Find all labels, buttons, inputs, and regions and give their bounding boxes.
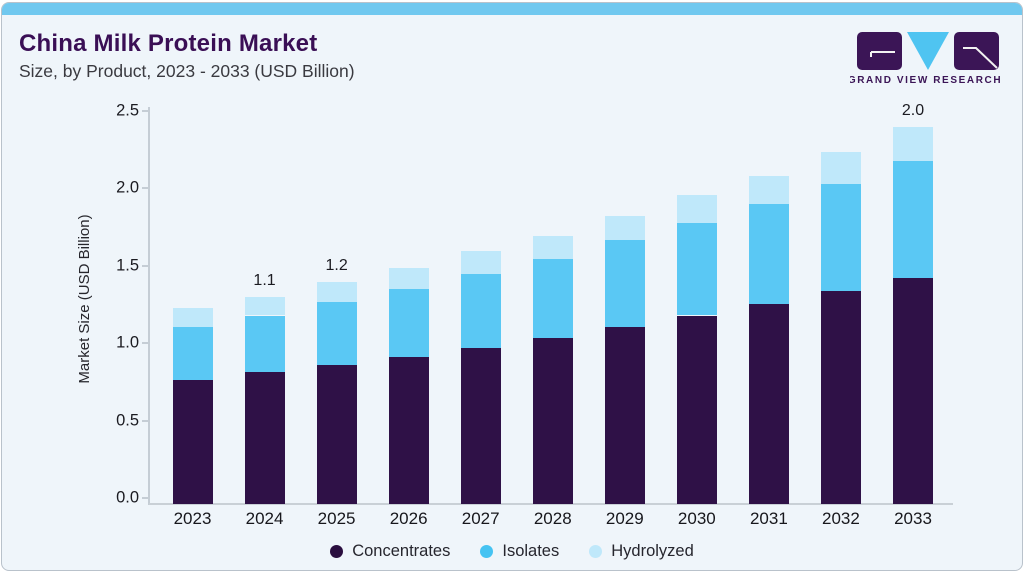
x-tick-label-2031: 2031	[749, 509, 788, 528]
bar-segment-2033-hydrolyzed	[893, 127, 933, 161]
bar-segment-2024-isolates	[244, 315, 285, 373]
legend-label: Concentrates	[352, 541, 451, 560]
y-tick-mark	[142, 419, 149, 422]
bar-segment-2030-isolates	[676, 223, 717, 316]
bar-segment-2031-concentrates	[748, 304, 789, 504]
legend-item-concentrates: Concentrates	[330, 542, 450, 561]
x-tick-label-2026: 2026	[389, 509, 428, 528]
x-tick-label-2033: 2033	[894, 509, 932, 528]
bar-segment-2028-hydrolyzed	[532, 236, 573, 259]
x-axis-line	[149, 503, 953, 505]
x-tick-label-2029: 2029	[605, 509, 644, 528]
y-tick-label: 2.5	[116, 101, 139, 120]
grand-view-research-logo: GRAND VIEW RESEARCH	[848, 27, 1001, 86]
y-tick-label: 0.0	[116, 488, 139, 507]
logo-mark-v-triangle-icon	[907, 32, 949, 70]
bar-segment-2029-hydrolyzed	[604, 215, 645, 241]
bar-segment-2027-isolates	[460, 274, 501, 348]
bar-segment-2031-isolates	[748, 204, 789, 305]
bar-total-label-2025: 1.2	[325, 256, 348, 274]
legend-label: Isolates	[502, 541, 560, 560]
bar-segment-2030-concentrates	[676, 315, 717, 504]
bar-segment-2033-isolates	[893, 160, 933, 278]
x-tick-label-2027: 2027	[461, 509, 500, 528]
bar-segment-2025-isolates	[316, 302, 357, 365]
x-tick-label-2024: 2024	[245, 509, 284, 528]
bar-segment-2030-hydrolyzed	[676, 194, 717, 224]
bar-segment-2023-concentrates	[172, 379, 213, 504]
y-tick-label: 1.0	[116, 333, 139, 352]
y-tick-label: 1.5	[116, 256, 139, 275]
x-tick-label-2028: 2028	[533, 509, 572, 528]
bar-segment-2027-hydrolyzed	[460, 251, 501, 275]
page-subtitle: Size, by Product, 2023 - 2033 (USD Billi…	[19, 61, 355, 81]
bar-segment-2026-concentrates	[388, 356, 429, 504]
bar-segment-2029-concentrates	[604, 326, 645, 504]
y-tick-label: 2.0	[116, 178, 139, 197]
legend-item-isolates: Isolates	[480, 542, 559, 561]
logo-text: GRAND VIEW RESEARCH	[850, 75, 1000, 85]
bar-segment-2029-isolates	[604, 240, 645, 327]
bar-segment-2032-concentrates	[820, 290, 861, 504]
bar-segment-2028-concentrates	[532, 338, 573, 504]
bar-total-label-2033: 2.0	[901, 102, 925, 119]
x-tick-label-2023: 2023	[173, 509, 212, 528]
bar-segment-2028-isolates	[532, 258, 573, 339]
x-tick-label-2030: 2030	[677, 509, 716, 528]
y-tick-mark	[142, 342, 149, 345]
legend-label: Hydrolyzed	[611, 541, 694, 560]
x-tick-label-2025: 2025	[317, 509, 356, 528]
bar-segment-2023-hydrolyzed	[172, 307, 213, 327]
y-tick-label: 0.5	[116, 411, 139, 430]
y-tick-mark	[142, 264, 149, 267]
logo-mark-r-detail	[963, 47, 998, 69]
card-top-accent-strip	[2, 3, 1022, 15]
y-axis-line	[148, 107, 150, 505]
bar-segment-2031-hydrolyzed	[748, 176, 789, 205]
legend-item-hydrolyzed: Hydrolyzed	[589, 542, 694, 561]
bar-segment-2024-hydrolyzed	[244, 296, 285, 316]
bar-segment-2023-isolates	[172, 326, 213, 380]
bar-segment-2026-hydrolyzed	[388, 268, 429, 290]
x-tick-label-2032: 2032	[822, 509, 860, 528]
bar-segment-2025-concentrates	[316, 364, 357, 504]
y-tick-mark	[142, 187, 149, 190]
logo-graphic: GRAND VIEW RESEARCH	[848, 32, 1001, 86]
legend-dot-icon	[330, 544, 344, 558]
legend-dot-icon	[480, 544, 494, 558]
chart-legend: Concentrates Isolates Hydrolyzed	[2, 540, 1022, 562]
bar-segment-2027-concentrates	[460, 347, 501, 504]
bar-total-label-2024: 1.1	[253, 271, 276, 289]
legend-dot-icon	[589, 544, 603, 558]
bar-segment-2024-concentrates	[244, 372, 285, 504]
y-tick-mark	[142, 497, 149, 499]
bar-segment-2033-concentrates	[893, 277, 933, 504]
logo-mark-g-detail	[870, 51, 895, 57]
y-tick-mark	[142, 110, 149, 112]
bar-segment-2032-hydrolyzed	[820, 151, 861, 184]
bar-segment-2025-hydrolyzed	[316, 281, 357, 303]
page-title: China Milk Protein Market	[19, 30, 318, 57]
bar-segment-2026-isolates	[388, 289, 429, 357]
bar-segment-2032-isolates	[820, 183, 861, 291]
